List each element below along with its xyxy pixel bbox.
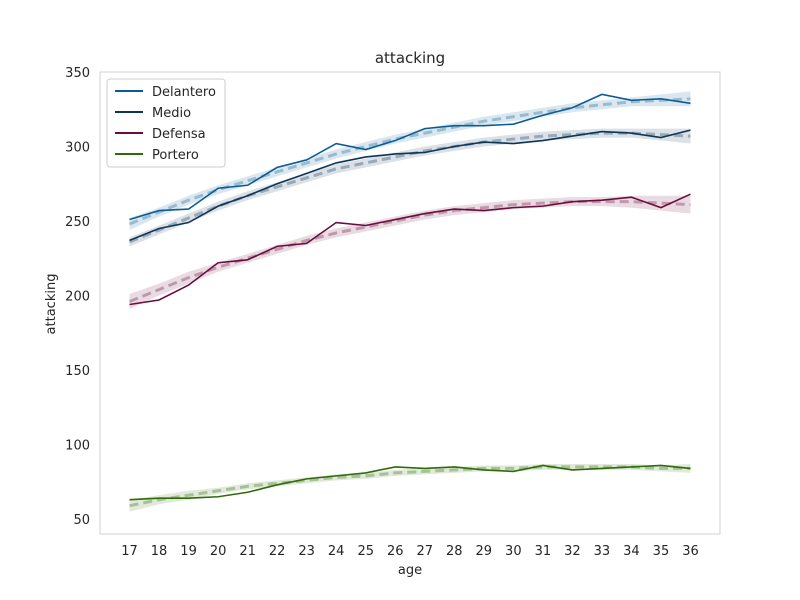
series-line [129,129,691,242]
legend-label: Delantero [152,85,216,100]
legend-label: Medio [152,106,191,121]
x-tick-label: 26 [387,544,404,559]
y-tick-label: 200 [65,290,90,305]
confidence-band [129,195,691,309]
y-tick-label: 350 [65,66,90,81]
confidence-band [129,128,691,247]
x-tick-label: 25 [357,544,374,559]
y-tick-label: 50 [73,513,90,528]
x-tick-label: 33 [594,544,611,559]
x-tick-label: 29 [476,544,493,559]
confidence-band [129,463,691,512]
x-tick-label: 30 [505,544,522,559]
x-tick-label: 18 [151,544,168,559]
y-tick-label: 300 [65,141,90,156]
y-tick-label: 150 [65,364,90,379]
y-tick-label: 100 [65,439,90,454]
y-axis-label: attacking [44,274,59,335]
trend-line [129,465,691,508]
x-tick-label: 20 [210,544,227,559]
chart-title: attacking [375,49,445,67]
x-tick-label: 27 [416,544,433,559]
x-tick-label: 31 [535,544,552,559]
legend-box [106,78,226,168]
x-tick-label: 34 [623,544,640,559]
x-tick-label: 24 [328,544,345,559]
x-tick-label: 28 [446,544,463,559]
x-tick-label: 17 [121,544,138,559]
series-line [129,193,691,306]
trend-line [128,200,691,303]
legend-label: Defensa [152,127,206,142]
y-tick-label: 250 [65,215,90,230]
x-tick-label: 19 [180,544,197,559]
x-tick-label: 36 [682,544,699,559]
x-tick-label: 23 [298,544,315,559]
x-axis-label: age [398,563,422,578]
x-tick-label: 21 [239,544,256,559]
legend: Delantero Medio Defensa Portero [106,78,226,168]
x-tick-label: 22 [269,544,286,559]
series-line [129,464,691,501]
confidence-band [129,91,691,230]
legend-label: Portero [152,148,199,163]
series-line [129,93,691,221]
x-tick-label: 35 [653,544,670,559]
x-tick-label: 32 [564,544,581,559]
